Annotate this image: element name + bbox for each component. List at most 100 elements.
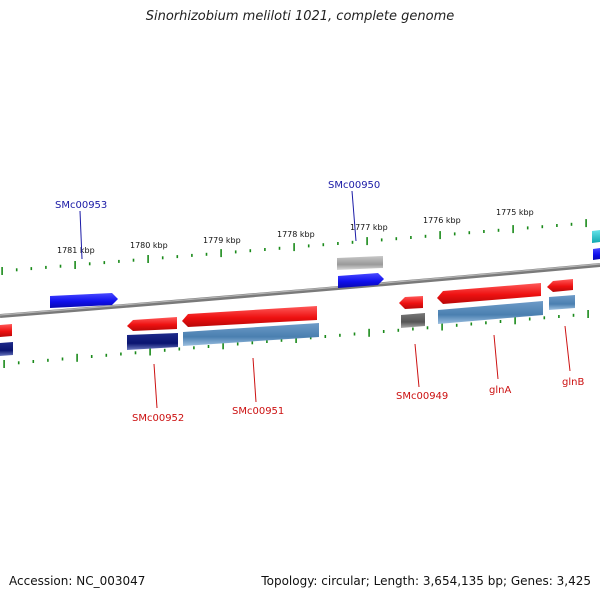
scale-tick-minor <box>380 238 383 242</box>
scale-tick-minor <box>132 258 135 262</box>
scale-tick-minor <box>47 358 49 362</box>
scale-tick-major <box>149 347 151 356</box>
gene-smc00950[interactable] <box>338 273 384 288</box>
scale-tick-minor <box>351 240 354 244</box>
gene-left-edge-red[interactable] <box>0 324 12 337</box>
label-smc00953[interactable]: SMc00953 <box>55 200 107 211</box>
scale-tick-major <box>220 249 222 258</box>
accession-label: Accession: <box>9 574 73 588</box>
scale-tick-minor <box>278 246 281 250</box>
scale-tick-minor <box>382 330 385 333</box>
label-smc00951[interactable]: SMc00951 <box>232 406 284 417</box>
gene-smc00951-cds[interactable] <box>183 323 319 346</box>
scale-tick-minor <box>118 259 120 263</box>
scale-tick-minor <box>410 236 412 239</box>
gene-smc00952[interactable] <box>127 317 177 331</box>
label-smc00952[interactable]: SMc00952 <box>132 413 184 424</box>
scale-tick-major <box>1 267 3 275</box>
topology-value: circular <box>321 574 366 588</box>
scale-tick-minor <box>541 225 544 229</box>
scale-tick-major <box>512 225 514 234</box>
gene-left-edge-cds[interactable] <box>0 342 13 356</box>
leader-smc00952 <box>153 363 158 409</box>
scale-tick-minor <box>249 249 252 253</box>
scale-tick-major <box>514 316 516 325</box>
gene-right-edge-cyan[interactable] <box>592 230 600 243</box>
gene-right-edge-blue[interactable] <box>593 248 600 260</box>
scale-tick-major <box>147 255 149 263</box>
scale-tick-minor <box>570 222 573 226</box>
scale-tick-minor <box>483 230 485 233</box>
length-label: Length: <box>373 574 420 588</box>
scale-tick-minor <box>453 232 456 236</box>
scale-tick-minor <box>161 256 164 260</box>
genes-value: 3,425 <box>556 574 591 588</box>
chromosome-backbone-highlight <box>0 263 600 316</box>
scale-label-1778: 1778 kbp <box>277 230 315 239</box>
leader-glna <box>493 334 499 380</box>
scale-tick-minor <box>120 352 122 356</box>
scale-tick-minor <box>15 268 18 272</box>
scale-tick-minor <box>178 347 181 351</box>
scale-tick-minor <box>556 224 558 227</box>
scale-tick-major <box>295 335 297 343</box>
gene-glnb[interactable] <box>547 279 573 292</box>
scale-tick-minor <box>264 248 266 251</box>
scale-tick-minor <box>134 351 137 355</box>
topology-label: Topology: <box>261 574 318 588</box>
scale-tick-minor <box>424 234 427 238</box>
scale-tick-minor <box>572 313 575 317</box>
chromosome-backbone <box>0 263 600 318</box>
scale-tick-minor <box>499 320 502 323</box>
scale-tick-major <box>441 322 443 331</box>
scale-label-1777: 1777 kbp <box>350 223 388 232</box>
label-smc00950[interactable]: SMc00950 <box>328 180 380 191</box>
leader-smc00951 <box>252 357 257 403</box>
scale-tick-minor <box>324 335 327 338</box>
scale-label-1776: 1776 kbp <box>423 216 461 225</box>
gene-smc00953[interactable] <box>50 293 118 308</box>
accession-value: NC_003047 <box>76 574 146 588</box>
scale-tick-minor <box>455 323 458 327</box>
scale-tick-minor <box>395 237 398 241</box>
lower-scale-ticks <box>3 310 589 368</box>
label-glnb[interactable]: glnB <box>562 377 584 388</box>
scale-tick-minor <box>176 255 179 259</box>
scale-tick-minor <box>59 264 62 268</box>
scale-tick-minor <box>497 228 500 232</box>
gene-smc00949[interactable] <box>399 296 423 309</box>
scale-tick-minor <box>353 332 356 336</box>
gene-glna[interactable] <box>437 283 541 304</box>
upper-scale-ticks <box>1 219 587 275</box>
gene-smc00950-cds[interactable] <box>337 256 383 270</box>
gene-smc00951[interactable] <box>182 306 317 327</box>
scale-tick-minor <box>426 326 429 330</box>
scale-tick-minor <box>30 267 33 271</box>
leader-smc00949 <box>414 343 420 388</box>
scale-tick-minor <box>251 341 254 345</box>
scale-tick-major <box>587 310 589 318</box>
scale-tick-minor <box>236 342 239 346</box>
genome-stats: Topology: circular; Length: 3,654,135 bp… <box>261 574 591 588</box>
scale-tick-minor <box>191 253 193 257</box>
scale-tick-minor <box>485 321 487 325</box>
label-glna[interactable]: glnA <box>489 385 511 396</box>
gene-glnb-cds[interactable] <box>549 295 575 310</box>
scale-tick-minor <box>526 226 529 230</box>
gene-smc00949-cds[interactable] <box>401 313 425 328</box>
scale-tick-minor <box>193 346 195 350</box>
leader-glnb <box>564 325 571 372</box>
scale-tick-minor <box>309 336 312 340</box>
scale-tick-minor <box>307 244 310 248</box>
scale-tick-major <box>222 341 224 350</box>
gene-glna-cds[interactable] <box>438 301 543 324</box>
length-value: 3,654,135 bp <box>422 574 503 588</box>
scale-tick-minor <box>205 252 208 256</box>
scale-tick-major <box>74 261 76 269</box>
gene-smc00952-cds[interactable] <box>127 333 178 350</box>
scale-tick-minor <box>207 345 210 348</box>
genome-title: Sinorhizobium meliloti 1021, complete ge… <box>145 9 455 24</box>
label-smc00949[interactable]: SMc00949 <box>396 391 448 402</box>
